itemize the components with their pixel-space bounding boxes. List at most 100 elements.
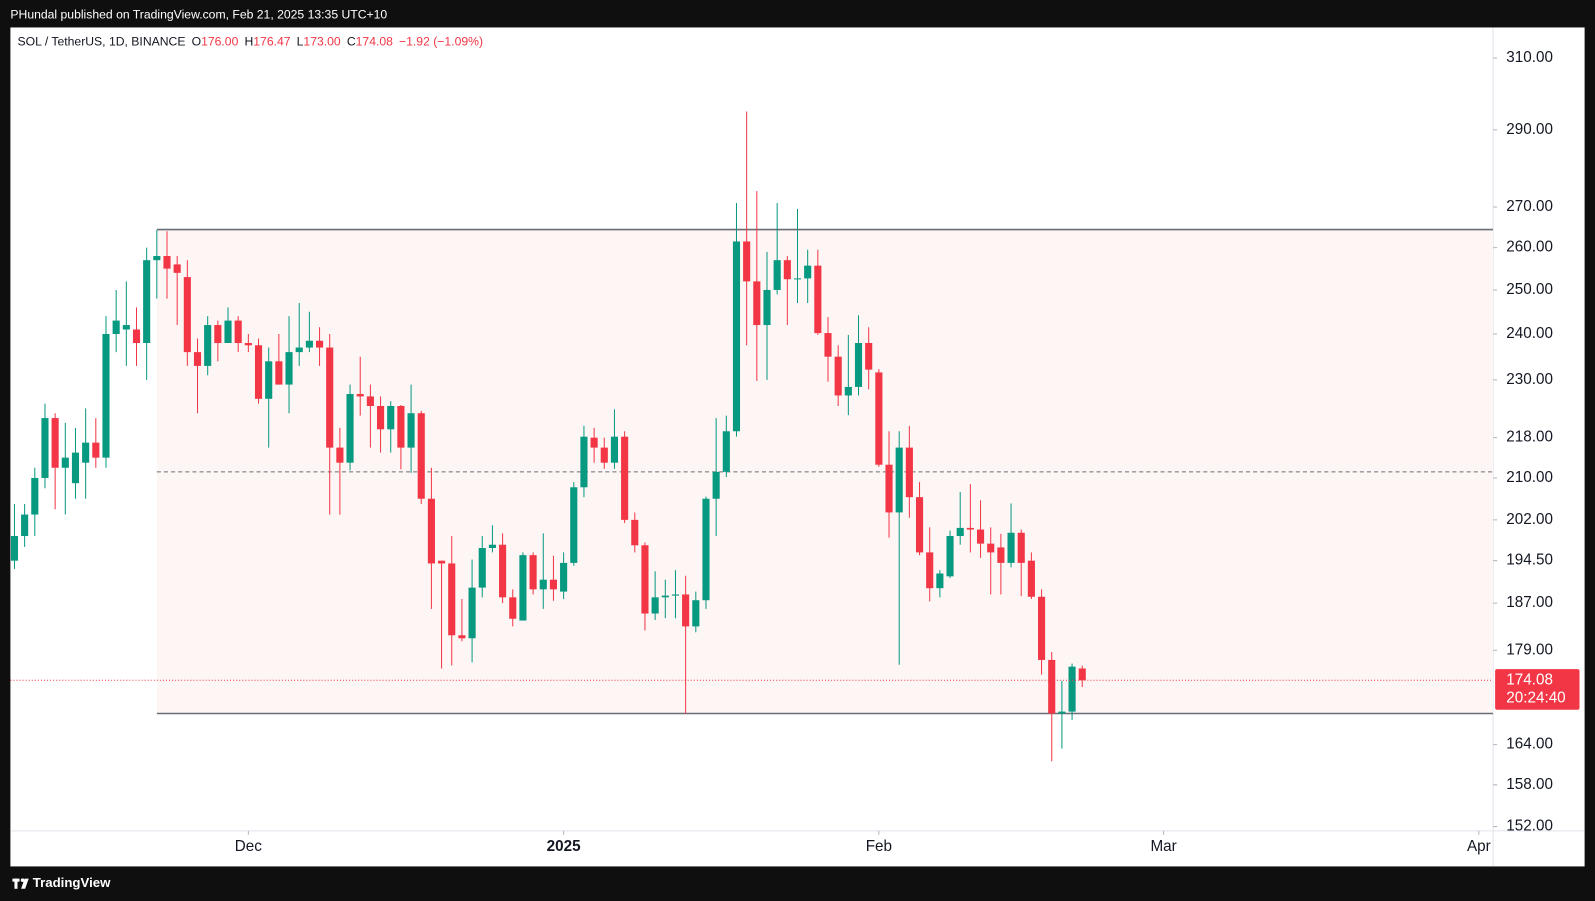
candle-body: [448, 563, 456, 636]
publisher-line: PHundal published on TradingView.com, Fe…: [10, 7, 387, 21]
candle-body: [41, 418, 49, 478]
candle-body: [763, 289, 771, 326]
legend-change: −1.92 (−1.09%): [399, 35, 483, 49]
candle-body: [224, 320, 232, 344]
candle-body: [122, 325, 130, 330]
y-tick-label: 250.00: [1506, 281, 1553, 298]
last-price-tag: [1495, 669, 1580, 710]
candle-body: [1058, 711, 1066, 714]
candle-body: [1048, 659, 1056, 714]
candle-body: [682, 594, 690, 627]
candle-body: [519, 555, 527, 621]
legend-key: O: [192, 35, 201, 49]
candle-body: [132, 329, 141, 344]
candle-body: [936, 573, 944, 589]
candle-body: [773, 260, 781, 290]
candle-body: [204, 325, 212, 366]
y-tick-label: 290.00: [1506, 121, 1553, 138]
x-tick-label: Feb: [866, 838, 892, 855]
legend-key: C: [347, 35, 356, 49]
y-tick-label: 218.00: [1506, 429, 1553, 446]
candle-body: [295, 347, 303, 353]
y-tick-label: 164.00: [1506, 736, 1553, 753]
candle-body: [51, 418, 59, 468]
overlay: Dec 2025 Feb Mar Apr 174.08 20:24:40: [235, 669, 1580, 855]
ohlc-legend: SOL / TetherUS, 1D, BINANCE O176.00 H176.4…: [18, 35, 484, 49]
candle-body: [976, 529, 985, 544]
candle-body: [468, 587, 476, 639]
candle-body: [244, 343, 252, 346]
candle-body: [1017, 532, 1025, 563]
y-tick-label: 230.00: [1506, 371, 1553, 388]
candle-body: [458, 635, 466, 639]
candle-body: [529, 555, 537, 590]
y-tick-label: 158.00: [1506, 776, 1553, 793]
candle-body: [621, 436, 629, 520]
legend-key: L: [297, 35, 304, 49]
legend-value: 176.00: [201, 35, 238, 49]
candle-body: [702, 498, 710, 601]
candle-body: [407, 413, 415, 448]
candle-body: [905, 447, 913, 498]
candle-body: [783, 260, 791, 280]
logo-stem: [14, 878, 18, 889]
candle-body: [600, 447, 608, 463]
candle-body: [854, 343, 863, 387]
candle-body: [376, 405, 385, 430]
candle-body: [753, 281, 761, 326]
tradingview-logo: [12, 878, 29, 889]
candle-body: [580, 436, 588, 488]
y-tick-label: 210.00: [1506, 469, 1553, 486]
price-axis: 310.00 290.00 270.00 260.00 250.00 240.00 230.…: [1493, 49, 1553, 835]
candle-body: [722, 431, 730, 472]
candle-body: [417, 413, 425, 499]
candle-body: [438, 560, 446, 564]
candle-body: [346, 394, 354, 463]
candle-body: [478, 548, 486, 588]
brand: TradingView: [33, 875, 111, 890]
candle-body: [173, 264, 181, 273]
candle-body: [397, 405, 405, 448]
legend-symbol: SOL / TetherUS, 1D, BINANCE: [18, 35, 186, 49]
candle-body: [793, 278, 802, 280]
candle-body: [488, 544, 496, 549]
candle-body: [1007, 532, 1015, 563]
y-tick-label: 310.00: [1506, 49, 1553, 66]
candle-body: [336, 447, 344, 463]
candle-body: [275, 361, 283, 385]
legend-key: H: [244, 35, 253, 49]
countdown-label: 20:24:40: [1506, 690, 1565, 707]
candle-body: [305, 340, 313, 348]
candle-body: [844, 386, 852, 396]
y-tick-label: 194.50: [1506, 552, 1553, 569]
candle-body: [499, 544, 507, 598]
candle-body: [956, 527, 964, 537]
candle-body: [1068, 666, 1076, 712]
candle-body: [926, 552, 934, 589]
candle-body: [834, 356, 842, 396]
candle-body: [153, 255, 161, 261]
candle-body: [539, 579, 547, 590]
candle-body: [21, 514, 29, 537]
candle-body: [804, 265, 812, 279]
candle-body: [1078, 668, 1086, 681]
candle-body: [560, 562, 568, 592]
candle-body: [82, 442, 90, 463]
candle-body: [966, 527, 974, 530]
legend-value: 173.00: [303, 35, 340, 49]
candle-body: [712, 471, 720, 499]
candle-body: [427, 498, 435, 564]
candle-body: [193, 352, 202, 366]
candle-body: [326, 347, 334, 448]
candle-body: [875, 372, 883, 465]
candle-body: [183, 277, 191, 353]
y-tick-label: 152.00: [1506, 818, 1553, 835]
candle-body: [92, 442, 100, 458]
candle-body: [254, 345, 263, 399]
logo-slant: [21, 878, 29, 889]
candle-body: [509, 597, 517, 619]
candle-body: [915, 497, 924, 553]
candle-body: [366, 396, 374, 406]
